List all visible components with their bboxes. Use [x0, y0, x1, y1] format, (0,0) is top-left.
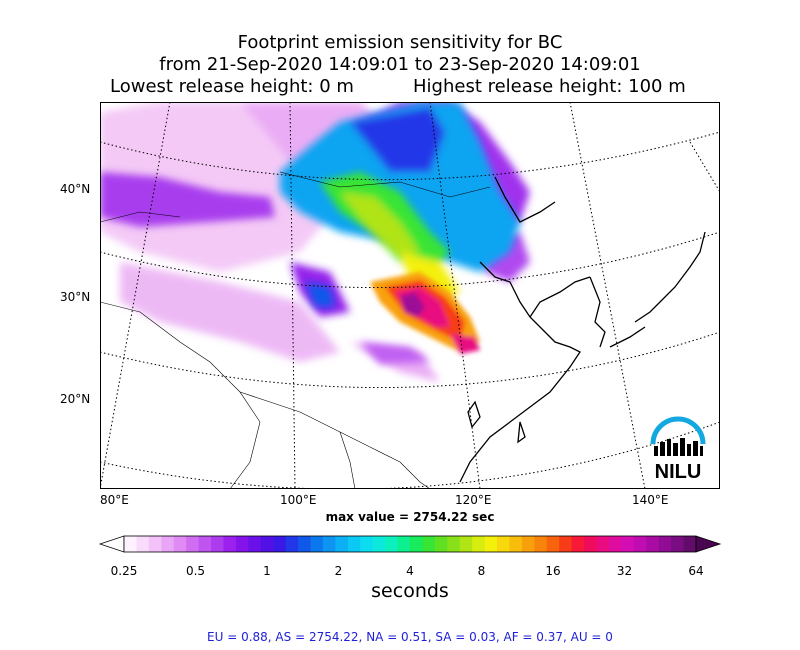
colorbar-high-extend [695, 535, 722, 553]
colorbar-segment [497, 536, 510, 552]
colorbar-segment [298, 536, 312, 552]
colorbar-segment [571, 536, 585, 552]
colorbar-segment [347, 536, 361, 552]
colorbar-segment [260, 536, 274, 552]
colorbar-segment [683, 536, 697, 552]
colorbar-segment [285, 536, 299, 552]
footprint-map [100, 102, 720, 489]
colorbar-segment [173, 536, 187, 552]
colorbar-segment [608, 536, 622, 552]
colorbar-segment [534, 536, 548, 552]
colorbar-segment [223, 536, 237, 552]
colorbar-segment [546, 536, 560, 552]
nilu-logo: NILU [650, 416, 706, 480]
colorbar-segment [198, 536, 212, 552]
colorbar-segment [422, 536, 436, 552]
colorbar-segment [161, 536, 175, 552]
svg-text:NILU: NILU [655, 461, 702, 480]
colorbar-segment [385, 536, 399, 552]
colorbar-segment [658, 536, 672, 552]
colorbar-segment [596, 536, 610, 552]
map-title: Footprint emission sensitivity for BC [237, 32, 563, 53]
colorbar-segment [136, 536, 150, 552]
colorbar-segment [310, 536, 324, 552]
colorbar-frame [123, 535, 697, 553]
colorbar [98, 535, 722, 553]
max-value-label: max value = 2754.22 sec [325, 510, 495, 524]
colorbar-segment [235, 536, 249, 552]
lon-label-120e: 120°E [455, 493, 492, 507]
colorbar-segment [509, 536, 523, 552]
colorbar-segment [671, 536, 685, 552]
lat-label-40n: 40°N [60, 182, 91, 196]
colorbar-segment [372, 536, 386, 552]
colorbar-tick-label: 32 [616, 564, 633, 578]
colorbar-unit-label: seconds [371, 580, 449, 602]
graticule [100, 102, 720, 489]
colorbar-segment [335, 536, 349, 552]
regional-stats: EU = 0.88, AS = 2754.22, NA = 0.51, SA =… [207, 630, 613, 644]
colorbar-segment [397, 536, 411, 552]
colorbar-segment [124, 536, 137, 552]
colorbar-segment [521, 536, 535, 552]
colorbar-tick-label: 2 [334, 564, 343, 578]
colorbar-segment [148, 536, 162, 552]
colorbar-segment [633, 536, 647, 552]
colorbar-segment [360, 536, 374, 552]
colorbar-segment [434, 536, 448, 552]
lon-label-140e: 140°E [632, 493, 669, 507]
colorbar-segment [621, 536, 635, 552]
colorbar-segment [472, 536, 486, 552]
colorbar-segment [211, 536, 224, 552]
colorbar-tick-label: 0.5 [185, 564, 206, 578]
colorbar-low-extend [98, 535, 125, 553]
colorbar-segment [273, 536, 287, 552]
lat-label-20n: 20°N [60, 392, 91, 406]
highest-release-height: Highest release height: 100 m [413, 76, 686, 97]
colorbar-segment [484, 536, 498, 552]
colorbar-segment [646, 536, 660, 552]
colorbar-segment [584, 536, 598, 552]
colorbar-tick-label: 4 [406, 564, 414, 578]
colorbar-tick-label: 64 [688, 564, 704, 578]
colorbar-tick-label: 1 [263, 564, 271, 578]
lon-label-100e: 100°E [280, 493, 317, 507]
colorbar-segment [248, 536, 262, 552]
colorbar-segment [322, 536, 336, 552]
colorbar-segment [559, 536, 573, 552]
colorbar-tick-label: 0.25 [110, 564, 138, 578]
colorbar-segment [447, 536, 461, 552]
lon-label-80e: 80°E [100, 493, 129, 507]
time-range-subtitle: from 21-Sep-2020 14:09:01 to 23-Sep-2020… [159, 54, 641, 75]
colorbar-segment [410, 536, 423, 552]
colorbar-segment [186, 536, 200, 552]
sensitivity-field [100, 102, 530, 382]
coastlines [459, 176, 706, 483]
country-borders [100, 171, 491, 489]
colorbar-tick-label: 8 [477, 564, 486, 578]
colorbar-segment [459, 536, 473, 552]
lowest-release-height: Lowest release height: 0 m [110, 76, 354, 97]
colorbar-tick-label: 16 [545, 564, 561, 578]
lat-label-30n: 30°N [60, 290, 91, 304]
